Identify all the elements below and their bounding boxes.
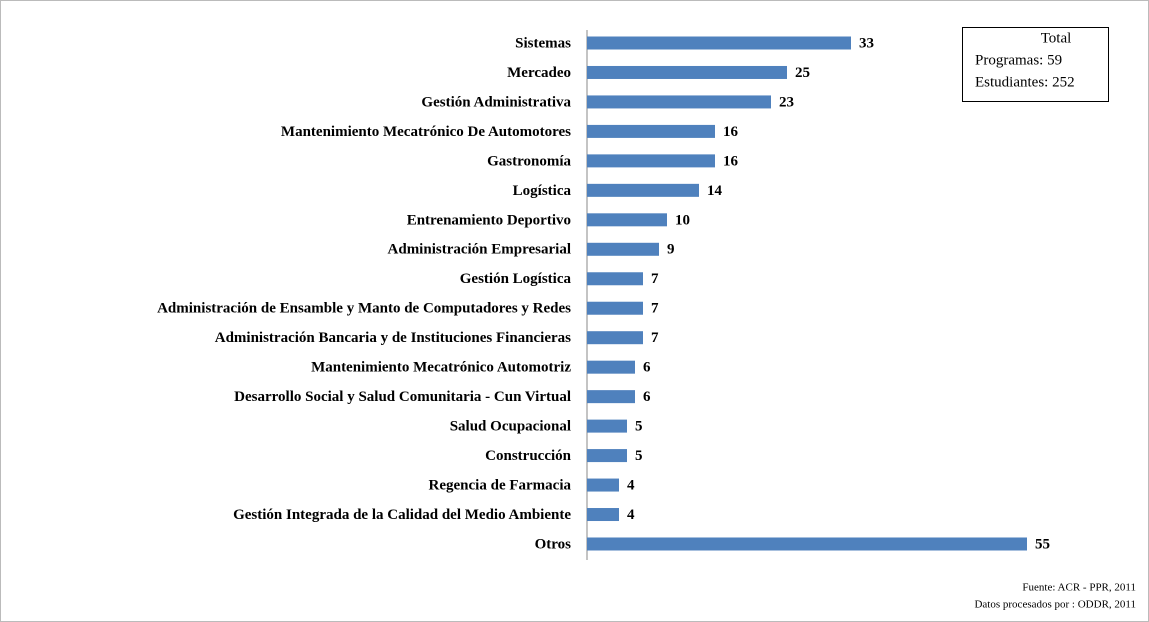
bar: [587, 508, 619, 522]
category-label: Gestión Administrativa: [421, 94, 571, 110]
data-label: 7: [651, 301, 659, 317]
bar: [587, 537, 1027, 551]
bar: [587, 242, 659, 256]
category-label: Administración de Ensamble y Manto de Co…: [157, 301, 571, 317]
data-label: 16: [723, 124, 739, 140]
data-label: 4: [627, 477, 635, 493]
category-label: Mantenimiento Mecatrónico Automotriz: [311, 360, 571, 376]
bar: [587, 301, 643, 315]
bar: [587, 154, 715, 168]
category-label: Entrenamiento Deportivo: [407, 212, 571, 228]
source-note: Fuente: ACR - PPR, 2011: [1022, 582, 1136, 594]
category-label: Sistemas: [515, 35, 571, 51]
bar: [587, 360, 635, 374]
data-label: 16: [723, 153, 739, 169]
category-label: Mantenimiento Mecatrónico De Automotores: [281, 124, 571, 140]
bar: [587, 213, 667, 227]
source-note: Datos procesados por : ODDR, 2011: [974, 599, 1136, 611]
data-label: 6: [643, 360, 651, 376]
data-label: 33: [859, 35, 874, 51]
summary-box: [962, 27, 1109, 102]
data-label: 25: [795, 65, 810, 81]
data-label: 6: [643, 389, 651, 405]
category-label: Gestión Integrada de la Calidad del Medi…: [233, 507, 571, 523]
summary-title: Total: [1041, 30, 1072, 46]
category-label: Logística: [513, 183, 572, 199]
category-label: Construcción: [485, 448, 571, 464]
data-label: 14: [707, 183, 723, 199]
bar: [587, 124, 715, 138]
data-label: 10: [675, 212, 690, 228]
data-label: 5: [635, 419, 643, 435]
data-label: 23: [779, 94, 794, 110]
bar: [587, 36, 851, 50]
summary-line: Estudiantes: 252: [975, 74, 1075, 90]
category-label: Administración Bancaria y de Institucion…: [215, 330, 571, 346]
bar: [587, 478, 619, 492]
category-label: Desarrollo Social y Salud Comunitaria - …: [234, 389, 571, 405]
bar: [587, 272, 643, 286]
data-label: 5: [635, 448, 643, 464]
category-label: Administración Empresarial: [388, 242, 571, 258]
category-label: Mercadeo: [507, 65, 571, 81]
category-label: Gastronomía: [487, 153, 571, 169]
category-label: Regencia de Farmacia: [429, 477, 572, 493]
category-label: Gestión Logística: [460, 271, 572, 287]
data-label: 9: [667, 242, 675, 258]
summary-line: Programas: 59: [975, 52, 1062, 68]
bar: [587, 419, 627, 433]
category-label: Salud Ocupacional: [450, 419, 571, 435]
data-label: 7: [651, 330, 659, 346]
data-label: 7: [651, 271, 659, 287]
bar: [587, 65, 787, 79]
bar: [587, 95, 771, 109]
data-label: 55: [1035, 536, 1050, 552]
bar: [587, 449, 627, 463]
data-label: 4: [627, 507, 635, 523]
bar: [587, 390, 635, 404]
category-label: Otros: [535, 536, 572, 552]
bar: [587, 183, 699, 197]
bar: [587, 331, 643, 345]
